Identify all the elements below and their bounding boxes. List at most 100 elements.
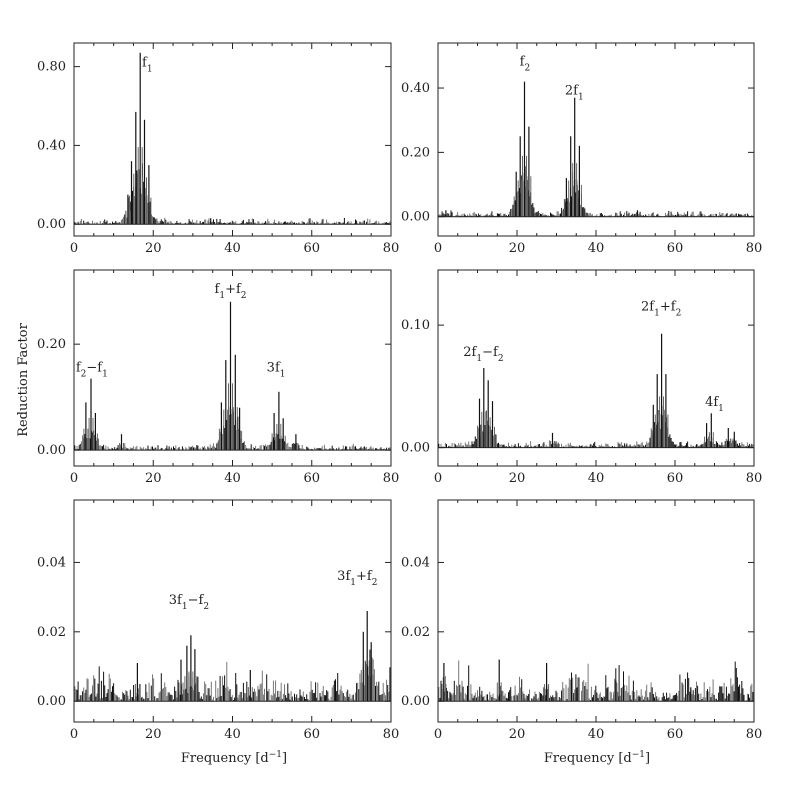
peak-annotation-text: 3f	[267, 361, 281, 376]
x-tick-label: 60	[667, 727, 684, 742]
plot-frame	[437, 42, 755, 237]
peak-annotation-text: 3f	[169, 593, 183, 608]
peak-annotation-text: +f	[356, 569, 373, 584]
x-tick-label: 0	[434, 471, 442, 486]
y-tick-label: 0.20	[37, 337, 66, 352]
peak-annotation-text: 3f	[337, 569, 351, 584]
peak-annotation: f2−f1	[76, 361, 108, 380]
panel-top-left: 0 20 40 60 80 0.00 0.40 0.80 f1	[37, 42, 400, 256]
peak-annotation: 3f1+f2	[337, 569, 377, 588]
x-tick-label: 20	[145, 241, 162, 256]
x-tick-label: 80	[746, 471, 763, 486]
x-tick-label: 40	[588, 471, 605, 486]
x-tick-label: 40	[224, 241, 241, 256]
peak-annotation-sub: 2	[676, 308, 682, 318]
x-axis-title-main: Frequency [d	[181, 751, 269, 766]
x-tick-label: 40	[224, 471, 241, 486]
peak-annotation-text: 4f	[705, 395, 719, 410]
peak-annotation-sub: 1	[578, 92, 584, 102]
x-tick-label: 20	[509, 727, 526, 742]
peak-annotation-text: −f	[188, 593, 205, 608]
peak-annotation-sub: 1	[654, 308, 660, 318]
x-tick-label: 20	[509, 471, 526, 486]
x-tick-label: 60	[667, 471, 684, 486]
panel-top-right: 0 20 40 60 80 0.00 0.20 0.40 f2 2f1	[401, 42, 763, 256]
y-tick-label: 0.04	[37, 555, 66, 570]
x-tick-label: 0	[70, 241, 78, 256]
y-tick-label: 0.00	[37, 694, 66, 709]
x-tick-label: 60	[303, 241, 320, 256]
x-tick-label: 0	[70, 727, 78, 742]
x-tick-label: 80	[383, 241, 400, 256]
peak-annotation-sub: 2	[203, 602, 209, 612]
peak-annotation-sub: 1	[219, 291, 225, 301]
peak-annotation-text: +f	[660, 299, 677, 314]
y-tick-label: 0.00	[401, 210, 430, 225]
y-tick-label: 0.00	[401, 441, 430, 456]
peak-annotation: f1+f2	[215, 282, 247, 301]
noise-spectrum	[438, 660, 754, 702]
peak-annotation: f2	[520, 55, 531, 74]
x-tick-label: 0	[434, 241, 442, 256]
y-tick-label: 0.00	[401, 694, 430, 709]
noise-spectrum	[74, 649, 391, 702]
peak-annotation-text: f	[520, 55, 526, 70]
peak-annotation-sub: 1	[147, 65, 153, 75]
x-tick-label: 20	[145, 727, 162, 742]
x-tick-label: 60	[303, 727, 320, 742]
x-tick-label: 80	[746, 727, 763, 742]
peak-annotation-text: f	[76, 361, 82, 376]
y-tick-label: 0.04	[401, 555, 430, 570]
x-tick-label: 20	[509, 241, 526, 256]
y-tick-label: 0.02	[401, 625, 430, 640]
peak-annotation-sub: 1	[280, 370, 286, 380]
x-tick-label: 80	[383, 471, 400, 486]
peak-annotation-sub: 1	[102, 370, 108, 380]
x-tick-label: 60	[667, 241, 684, 256]
x-tick-label: 80	[383, 727, 400, 742]
peak-annotation: 2f1+f2	[641, 299, 681, 318]
peak-annotation-text: 2f	[565, 83, 579, 98]
x-axis-title-right: Frequency [d−1]	[544, 750, 650, 766]
y-tick-label: 0.00	[37, 443, 66, 458]
peak-annotation-text: 2f	[463, 345, 477, 360]
peak-annotation-text: −f	[86, 361, 103, 376]
peak-annotation-sub: 1	[718, 404, 724, 414]
peak-annotation-sub: 2	[498, 354, 504, 364]
peak-annotation-sub: 2	[241, 291, 247, 301]
x-tick-label: 40	[588, 727, 605, 742]
peak-annotation-text: f	[215, 282, 221, 297]
y-tick-label: 0.80	[37, 60, 66, 75]
noise-spectrum	[74, 163, 391, 225]
y-tick-label: 0.40	[37, 138, 66, 153]
y-tick-label: 0.40	[401, 81, 430, 96]
peak-annotation: f1	[142, 56, 153, 75]
peak-annotation: 3f1	[267, 361, 286, 380]
x-axis-title-sup: −1	[632, 750, 645, 760]
x-tick-label: 80	[746, 241, 763, 256]
x-tick-label: 0	[434, 727, 442, 742]
peak-annotation-sub: 2	[81, 370, 87, 380]
peak-annotation: 3f1−f2	[169, 593, 209, 612]
y-tick-label: 0.00	[37, 217, 66, 232]
peak-annotation: 2f1−f2	[463, 345, 503, 364]
x-tick-label: 20	[145, 471, 162, 486]
x-axis-title-sup: −1	[269, 750, 282, 760]
y-tick-label: 0.02	[37, 625, 66, 640]
x-tick-label: 60	[303, 471, 320, 486]
plot-frame	[73, 499, 392, 723]
peak-annotation-sub: 1	[476, 354, 482, 364]
peak-annotation: 2f1	[565, 83, 584, 102]
x-axis-title-close: ]	[645, 751, 650, 766]
x-tick-label: 40	[224, 727, 241, 742]
y-tick-label: 0.20	[401, 145, 430, 160]
x-tick-label: 40	[588, 241, 605, 256]
peak-annotation-sub: 2	[372, 578, 378, 588]
peak-annotation-text: f	[142, 56, 148, 71]
x-axis-title-close: ]	[282, 751, 287, 766]
peak-annotation-sub: 1	[182, 602, 188, 612]
peak-annotation-text: 2f	[641, 299, 655, 314]
